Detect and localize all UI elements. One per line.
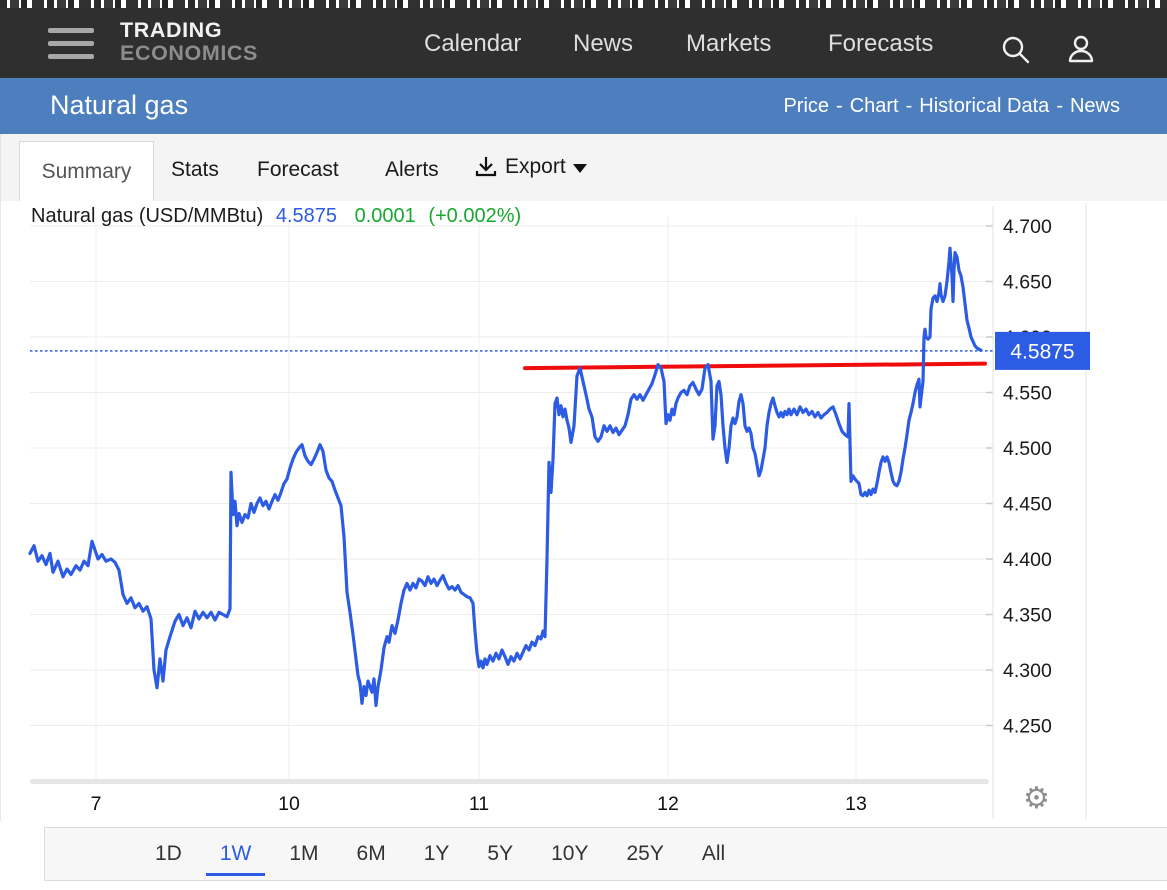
y-axis-label: 4.500 bbox=[1003, 438, 1052, 460]
separator: - bbox=[905, 95, 913, 117]
logo[interactable]: TRADING ECONOMICS bbox=[120, 19, 258, 65]
x-axis-label: 11 bbox=[469, 793, 489, 815]
menu-hamburger-icon[interactable] bbox=[48, 28, 94, 59]
page-title: Natural gas bbox=[50, 90, 189, 120]
instrument-title-band: Natural gas Price - Chart - Historical Data -… bbox=[0, 78, 1167, 134]
nav-link-news[interactable]: News bbox=[573, 30, 634, 57]
y-axis-label: 4.300 bbox=[1003, 660, 1052, 682]
price-line bbox=[28, 246, 983, 708]
band-link-price[interactable]: Price bbox=[783, 95, 830, 117]
range-all[interactable]: All bbox=[701, 842, 726, 865]
tab-bar: Summary Stats Forecast Alerts Export bbox=[0, 134, 1167, 201]
separator: - bbox=[836, 95, 843, 117]
band-link-historical[interactable]: Historical Data bbox=[919, 95, 1050, 117]
chart-instrument-label: Natural gas (USD/MMBtu) bbox=[31, 205, 264, 227]
x-axis-label: 10 bbox=[278, 793, 300, 815]
price-flag-value: 4.5875 bbox=[1010, 340, 1074, 363]
range-1y[interactable]: 1Y bbox=[423, 842, 450, 865]
tab-export[interactable]: Export bbox=[474, 154, 587, 180]
price-flag bbox=[995, 331, 1090, 370]
price-chart[interactable]: 4.7004.6504.6004.5504.5004.4504.4004.350… bbox=[1, 201, 1135, 821]
breadcrumb-links: Price - Chart - Historical Data - News bbox=[783, 95, 1120, 118]
top-ticker-strip bbox=[0, 0, 1167, 8]
chart-settings-gear-icon[interactable]: ⚙ bbox=[1023, 782, 1050, 815]
band-link-news[interactable]: News bbox=[1069, 95, 1120, 117]
y-axis-label: 4.650 bbox=[1003, 272, 1052, 294]
top-navbar: TRADING ECONOMICS Calendar News Markets … bbox=[0, 8, 1167, 78]
range-5y[interactable]: 5Y bbox=[487, 842, 514, 865]
range-6m[interactable]: 6M bbox=[356, 842, 386, 865]
tab-forecast[interactable]: Forecast bbox=[257, 158, 339, 181]
range-1d[interactable]: 1D bbox=[155, 842, 182, 865]
export-label: Export bbox=[505, 155, 566, 178]
chart-change: 0.0001 bbox=[354, 205, 416, 227]
logo-line2: ECONOMICS bbox=[120, 41, 258, 65]
nav-link-markets[interactable]: Markets bbox=[686, 30, 772, 57]
y-axis-label: 4.250 bbox=[1003, 716, 1052, 738]
chart-panel: Natural gas (USD/MMBtu) 4.5875 0.0001 (+… bbox=[0, 201, 1167, 821]
download-icon bbox=[475, 157, 497, 177]
tab-summary[interactable]: Summary bbox=[19, 141, 154, 201]
range-selector-bar: 1D 1W 1M 6M 1Y 5Y 10Y 25Y All bbox=[44, 827, 1167, 881]
logo-line1: TRADING bbox=[120, 18, 223, 42]
x-axis-label: 7 bbox=[91, 793, 102, 815]
range-1w[interactable]: 1W bbox=[206, 842, 265, 876]
tab-stats[interactable]: Stats bbox=[171, 158, 219, 181]
x-axis-label: 12 bbox=[657, 793, 679, 815]
y-axis-label: 4.550 bbox=[1003, 383, 1052, 405]
range-10y[interactable]: 10Y bbox=[551, 842, 589, 865]
y-axis-label: 4.400 bbox=[1003, 549, 1052, 571]
y-axis-label: 4.350 bbox=[1003, 605, 1052, 627]
x-axis-baseline bbox=[30, 779, 989, 784]
trend-line bbox=[523, 361, 987, 371]
separator: - bbox=[1056, 95, 1063, 117]
chevron-down-icon bbox=[572, 164, 587, 173]
y-axis-label: 4.700 bbox=[1003, 216, 1052, 238]
x-axis-label: 13 bbox=[845, 793, 867, 815]
band-link-chart[interactable]: Chart bbox=[849, 95, 899, 117]
range-25y[interactable]: 25Y bbox=[626, 842, 664, 865]
chart-last-price: 4.5875 bbox=[275, 205, 338, 227]
user-account-icon[interactable] bbox=[1064, 32, 1098, 66]
chart-legend-header: Natural gas (USD/MMBtu) 4.5875 0.0001 (+… bbox=[31, 205, 521, 228]
y-axis-label: 4.450 bbox=[1003, 494, 1052, 516]
range-1m[interactable]: 1M bbox=[289, 842, 319, 865]
nav-link-forecasts[interactable]: Forecasts bbox=[828, 30, 934, 57]
chart-change-percent: (+0.002%) bbox=[428, 205, 522, 227]
nav-link-calendar[interactable]: Calendar bbox=[424, 30, 522, 57]
search-icon[interactable] bbox=[1000, 34, 1032, 66]
tab-alerts[interactable]: Alerts bbox=[385, 158, 439, 181]
